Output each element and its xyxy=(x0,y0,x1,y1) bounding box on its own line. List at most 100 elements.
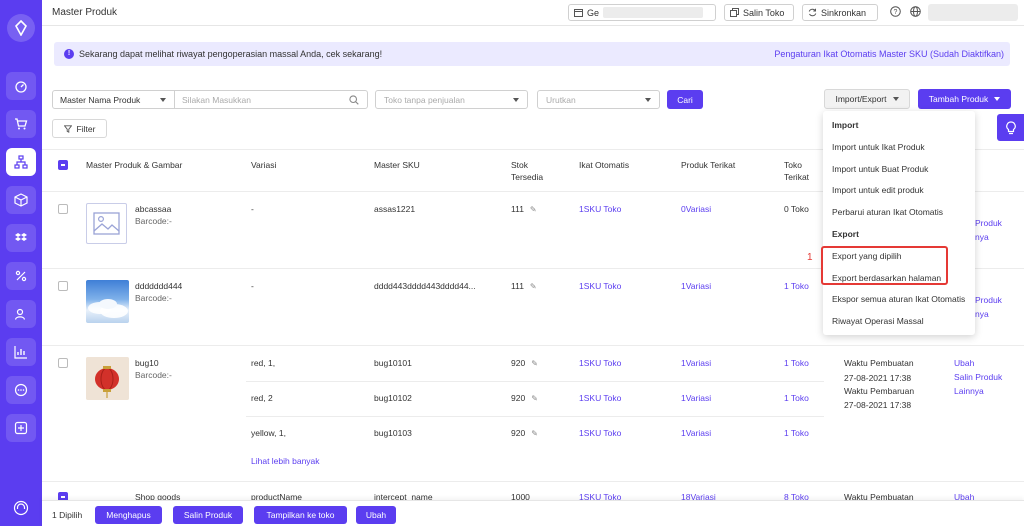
box-icon[interactable] xyxy=(6,186,36,214)
more-actions-link[interactable]: nya xyxy=(975,232,989,242)
sku-cell: bug10103 xyxy=(374,428,412,438)
auto-bind-link[interactable]: 1SKU Toko xyxy=(579,358,622,368)
menu-item-bulk-history[interactable]: Riwayat Operasi Massal xyxy=(832,316,924,326)
bound-product-link[interactable]: 1Variasi xyxy=(681,393,712,403)
select-all-checkbox[interactable] xyxy=(58,160,68,170)
auto-bind-link[interactable]: 1SKU Toko xyxy=(579,492,622,502)
delete-button[interactable]: Menghapus xyxy=(95,506,162,524)
row-checkbox[interactable] xyxy=(58,358,68,368)
more-actions-link[interactable]: Lainnya xyxy=(954,386,984,396)
bound-store-link[interactable]: 1 Toko xyxy=(784,358,809,368)
product-name[interactable]: Shop goods xyxy=(135,492,181,502)
import-export-button[interactable]: Import/Export xyxy=(824,89,910,109)
chevron-down-icon xyxy=(892,97,899,101)
chat-icon[interactable] xyxy=(6,376,36,404)
edit-pencil-icon[interactable]: ✎ xyxy=(531,429,538,438)
percent-icon[interactable] xyxy=(6,262,36,290)
copy-product-link[interactable]: Salin Produk xyxy=(954,372,1003,382)
product-name[interactable]: ddddddd444 xyxy=(135,281,183,291)
edit-pencil-icon[interactable]: ✎ xyxy=(531,394,538,403)
menu-item-import-create[interactable]: Import untuk Buat Produk xyxy=(832,164,929,174)
tips-button[interactable] xyxy=(997,114,1024,141)
edit-button[interactable]: Ubah xyxy=(356,506,396,524)
copy-product-link[interactable]: Produk xyxy=(975,218,1002,228)
variation-cell: yellow, 1, xyxy=(251,428,286,438)
menu-item-import-edit[interactable]: Import untuk edit produk xyxy=(832,185,924,195)
bound-product-link[interactable]: 1Variasi xyxy=(681,358,712,368)
edit-link[interactable]: Ubah xyxy=(954,492,975,502)
menu-item-import-bind[interactable]: Import untuk Ikat Produk xyxy=(832,142,925,152)
global-search[interactable]: Ge xyxy=(568,4,716,21)
search-input[interactable]: Silakan Masukkan xyxy=(174,90,368,109)
show-in-store-button[interactable]: Tampilkan ke toko xyxy=(254,506,347,524)
auto-bind-link[interactable]: 1SKU Toko xyxy=(579,204,622,214)
updated-time: 27-08-2021 17:38 xyxy=(844,400,912,410)
bound-store-link[interactable]: 1 Toko xyxy=(784,281,809,291)
bound-store-link[interactable]: 8 Toko xyxy=(784,492,809,502)
headset-icon[interactable] xyxy=(6,494,36,522)
sku-cell: dddd443dddd443dddd44... xyxy=(374,281,476,291)
add-square-icon[interactable] xyxy=(6,414,36,442)
auto-bind-link[interactable]: 1SKU Toko xyxy=(579,428,622,438)
col-header-bound-store: Toko Terikat xyxy=(784,159,809,183)
product-name[interactable]: abcassaa xyxy=(135,204,172,214)
created-label: Waktu Pembuatan xyxy=(844,358,914,368)
product-barcode: Barcode:- xyxy=(135,216,172,226)
copy-product-link[interactable]: Produk xyxy=(975,295,1002,305)
app-logo[interactable] xyxy=(7,14,35,42)
search-button[interactable]: Cari xyxy=(667,90,703,109)
auto-bind-link[interactable]: 1SKU Toko xyxy=(579,393,622,403)
bound-product-link[interactable]: 1Variasi xyxy=(681,428,712,438)
edit-pencil-icon[interactable]: ✎ xyxy=(529,205,537,214)
copy-store-button[interactable]: Salin Toko xyxy=(724,4,794,21)
bound-store-link[interactable]: 1 Toko xyxy=(784,393,809,403)
search-type-select[interactable]: Master Nama Produk xyxy=(52,90,175,109)
menu-item-export-auto-bind[interactable]: Ekspor semua aturan Ikat Otomatis xyxy=(832,294,966,304)
add-product-button[interactable]: Tambah Produk xyxy=(918,89,1011,109)
help-icon[interactable]: ? xyxy=(890,6,901,19)
product-image-placeholder[interactable] xyxy=(86,203,127,244)
see-more-link[interactable]: Lihat lebih banyak xyxy=(251,456,320,466)
bound-product-link[interactable]: 1Variasi xyxy=(681,281,712,291)
dashboard-icon[interactable] xyxy=(6,72,36,100)
bound-store-link[interactable]: 1 Toko xyxy=(784,428,809,438)
sync-button[interactable]: Sinkronkan xyxy=(802,4,878,21)
menu-item-update-auto-bind[interactable]: Perbarui aturan Ikat Otomatis xyxy=(832,207,944,217)
menu-item-export-selected[interactable]: Export yang dipilih xyxy=(832,251,902,261)
store-filter-select[interactable]: Toko tanpa penjualan xyxy=(375,90,528,109)
product-name[interactable]: bug10 xyxy=(135,358,159,368)
bound-product-link[interactable]: 18Variasi xyxy=(681,492,716,502)
sku-cell: intercept_name xyxy=(374,492,433,502)
user-account-menu[interactable] xyxy=(928,4,1018,21)
row-checkbox[interactable] xyxy=(58,281,68,291)
more-actions-link[interactable]: nya xyxy=(975,309,989,319)
sku-cell: bug10102 xyxy=(374,393,412,403)
edit-link[interactable]: Ubah xyxy=(954,358,975,368)
table-top-border xyxy=(42,149,1024,150)
stock-cell: 920 ✎ xyxy=(511,428,538,438)
cart-icon[interactable] xyxy=(6,110,36,138)
lantern-image xyxy=(86,357,129,400)
auto-bind-settings-link[interactable]: Pengaturan Ikat Otomatis Master SKU (Sud… xyxy=(774,49,1004,59)
filter-button[interactable]: Filter xyxy=(52,119,107,138)
chart-icon[interactable] xyxy=(6,338,36,366)
search-icon[interactable] xyxy=(349,95,359,105)
edit-pencil-icon[interactable]: ✎ xyxy=(531,359,538,368)
product-image-sky[interactable] xyxy=(86,280,129,323)
row-checkbox[interactable] xyxy=(58,204,68,214)
dropbox-icon[interactable] xyxy=(6,224,36,252)
auto-bind-link[interactable]: 1SKU Toko xyxy=(579,281,622,291)
bound-product-link[interactable]: 0Variasi xyxy=(681,204,712,214)
col-header-auto-bind: Ikat Otomatis xyxy=(579,160,630,170)
product-image-lantern[interactable] xyxy=(86,357,129,400)
globe-icon[interactable] xyxy=(910,6,921,19)
created-label: Waktu Pembuatan xyxy=(844,492,914,502)
col-header-sku: Master SKU xyxy=(374,160,420,170)
sku-cell: assas1221 xyxy=(374,204,416,214)
sort-select[interactable]: Urutkan xyxy=(537,90,660,109)
product-hierarchy-icon[interactable] xyxy=(6,148,36,176)
copy-product-button[interactable]: Salin Produk xyxy=(173,506,243,524)
menu-item-export-by-page[interactable]: Export berdasarkan halaman xyxy=(832,273,942,283)
edit-pencil-icon[interactable]: ✎ xyxy=(529,282,537,291)
users-icon[interactable] xyxy=(6,300,36,328)
